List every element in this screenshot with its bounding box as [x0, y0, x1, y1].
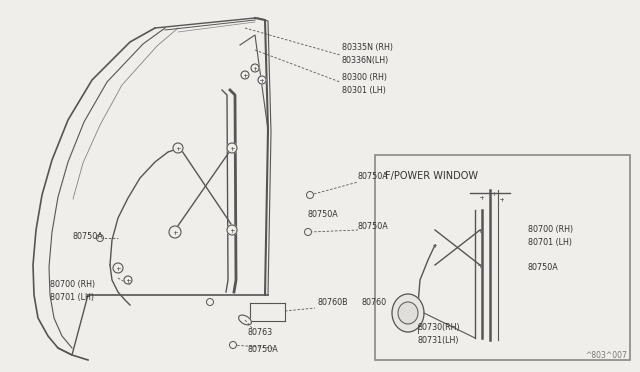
Circle shape	[307, 192, 314, 199]
Circle shape	[477, 192, 487, 202]
Text: 80301 (LH): 80301 (LH)	[342, 86, 386, 95]
Text: 80730(RH): 80730(RH)	[418, 323, 461, 332]
Text: 80750A: 80750A	[358, 222, 388, 231]
Circle shape	[475, 225, 485, 235]
Text: 80750A: 80750A	[72, 232, 103, 241]
Circle shape	[490, 189, 498, 197]
Circle shape	[173, 143, 183, 153]
Text: F/POWER WINDOW: F/POWER WINDOW	[385, 171, 478, 181]
Text: 80700 (RH): 80700 (RH)	[50, 280, 95, 289]
Circle shape	[305, 228, 312, 235]
Ellipse shape	[239, 315, 252, 325]
Circle shape	[515, 269, 522, 276]
Text: 80750A: 80750A	[248, 345, 279, 354]
Text: 80760B: 80760B	[318, 298, 349, 307]
Text: 80750A: 80750A	[528, 263, 559, 272]
Circle shape	[251, 64, 259, 72]
Circle shape	[429, 239, 441, 251]
Circle shape	[169, 226, 181, 238]
Text: 80335N (RH): 80335N (RH)	[342, 43, 393, 52]
Ellipse shape	[398, 302, 418, 324]
Circle shape	[230, 341, 237, 349]
Circle shape	[258, 76, 266, 84]
Text: 80763: 80763	[248, 328, 273, 337]
Circle shape	[227, 225, 237, 235]
Circle shape	[241, 71, 249, 79]
Text: 80336N(LH): 80336N(LH)	[342, 56, 389, 65]
Bar	[375, 155, 630, 360]
Text: 80701 (LH): 80701 (LH)	[50, 293, 94, 302]
Text: 80760: 80760	[362, 298, 387, 307]
Circle shape	[124, 276, 132, 284]
Text: 80701 (LH): 80701 (LH)	[528, 238, 572, 247]
Circle shape	[97, 234, 104, 241]
Text: ^803^007: ^803^007	[585, 351, 627, 360]
Text: 80731(LH): 80731(LH)	[418, 336, 460, 345]
Circle shape	[227, 143, 237, 153]
Circle shape	[113, 263, 123, 273]
Text: 80750A: 80750A	[358, 172, 388, 181]
Text: 80300 (RH): 80300 (RH)	[342, 73, 387, 82]
Text: 80750A: 80750A	[308, 210, 339, 219]
Circle shape	[475, 260, 485, 270]
Text: 80700 (RH): 80700 (RH)	[528, 225, 573, 234]
Circle shape	[498, 195, 506, 203]
Circle shape	[207, 298, 214, 305]
Ellipse shape	[392, 294, 424, 332]
